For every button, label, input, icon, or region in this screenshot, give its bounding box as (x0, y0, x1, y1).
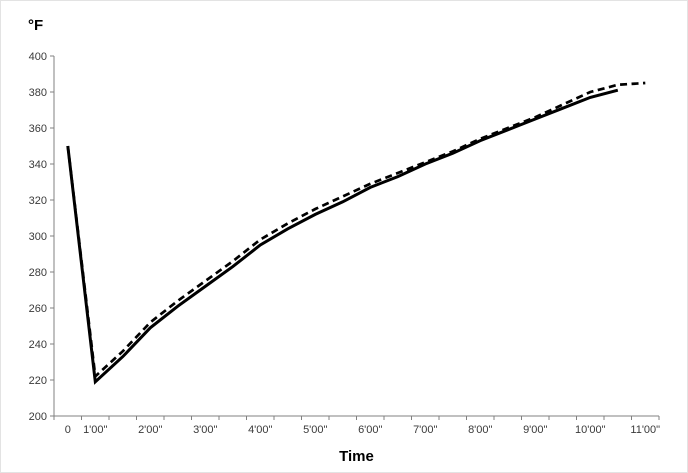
y-tick-label: 400 (29, 51, 47, 63)
x-axis-title: Time (339, 448, 374, 465)
y-tick-label: 360 (29, 123, 47, 135)
y-tick-label: 280 (29, 267, 47, 279)
y-tick-label: 260 (29, 303, 47, 315)
series-line-solid (66, 88, 619, 385)
y-tick-label: 240 (29, 339, 47, 351)
x-tick-label: 4'00" (248, 424, 272, 436)
x-tick-label: 2'00" (138, 424, 162, 436)
x-tick-label: 5'00" (303, 424, 327, 436)
series-line-dashed (66, 81, 646, 380)
y-tick-label: 320 (29, 195, 47, 207)
y-tick-label: 380 (29, 87, 47, 99)
x-tick-label: 11'00" (630, 424, 660, 436)
y-tick-label: 340 (29, 159, 47, 171)
x-tick-label: 7'00" (413, 424, 437, 436)
x-tick-label: 10'00" (575, 424, 606, 436)
x-tick-label: 6'00" (358, 424, 382, 436)
x-tick-label: 9'00" (523, 424, 547, 436)
y-tick-label: 300 (29, 231, 47, 243)
y-tick-label: 200 (29, 411, 47, 423)
y-tick-label: 220 (29, 375, 47, 387)
x-tick-label: 3'00" (193, 424, 217, 436)
y-axis-title: °F (28, 17, 44, 34)
x-tick-label: 0 (65, 424, 71, 436)
x-tick-label: 1'00" (83, 424, 107, 436)
x-tick-label: 8'00" (468, 424, 492, 436)
